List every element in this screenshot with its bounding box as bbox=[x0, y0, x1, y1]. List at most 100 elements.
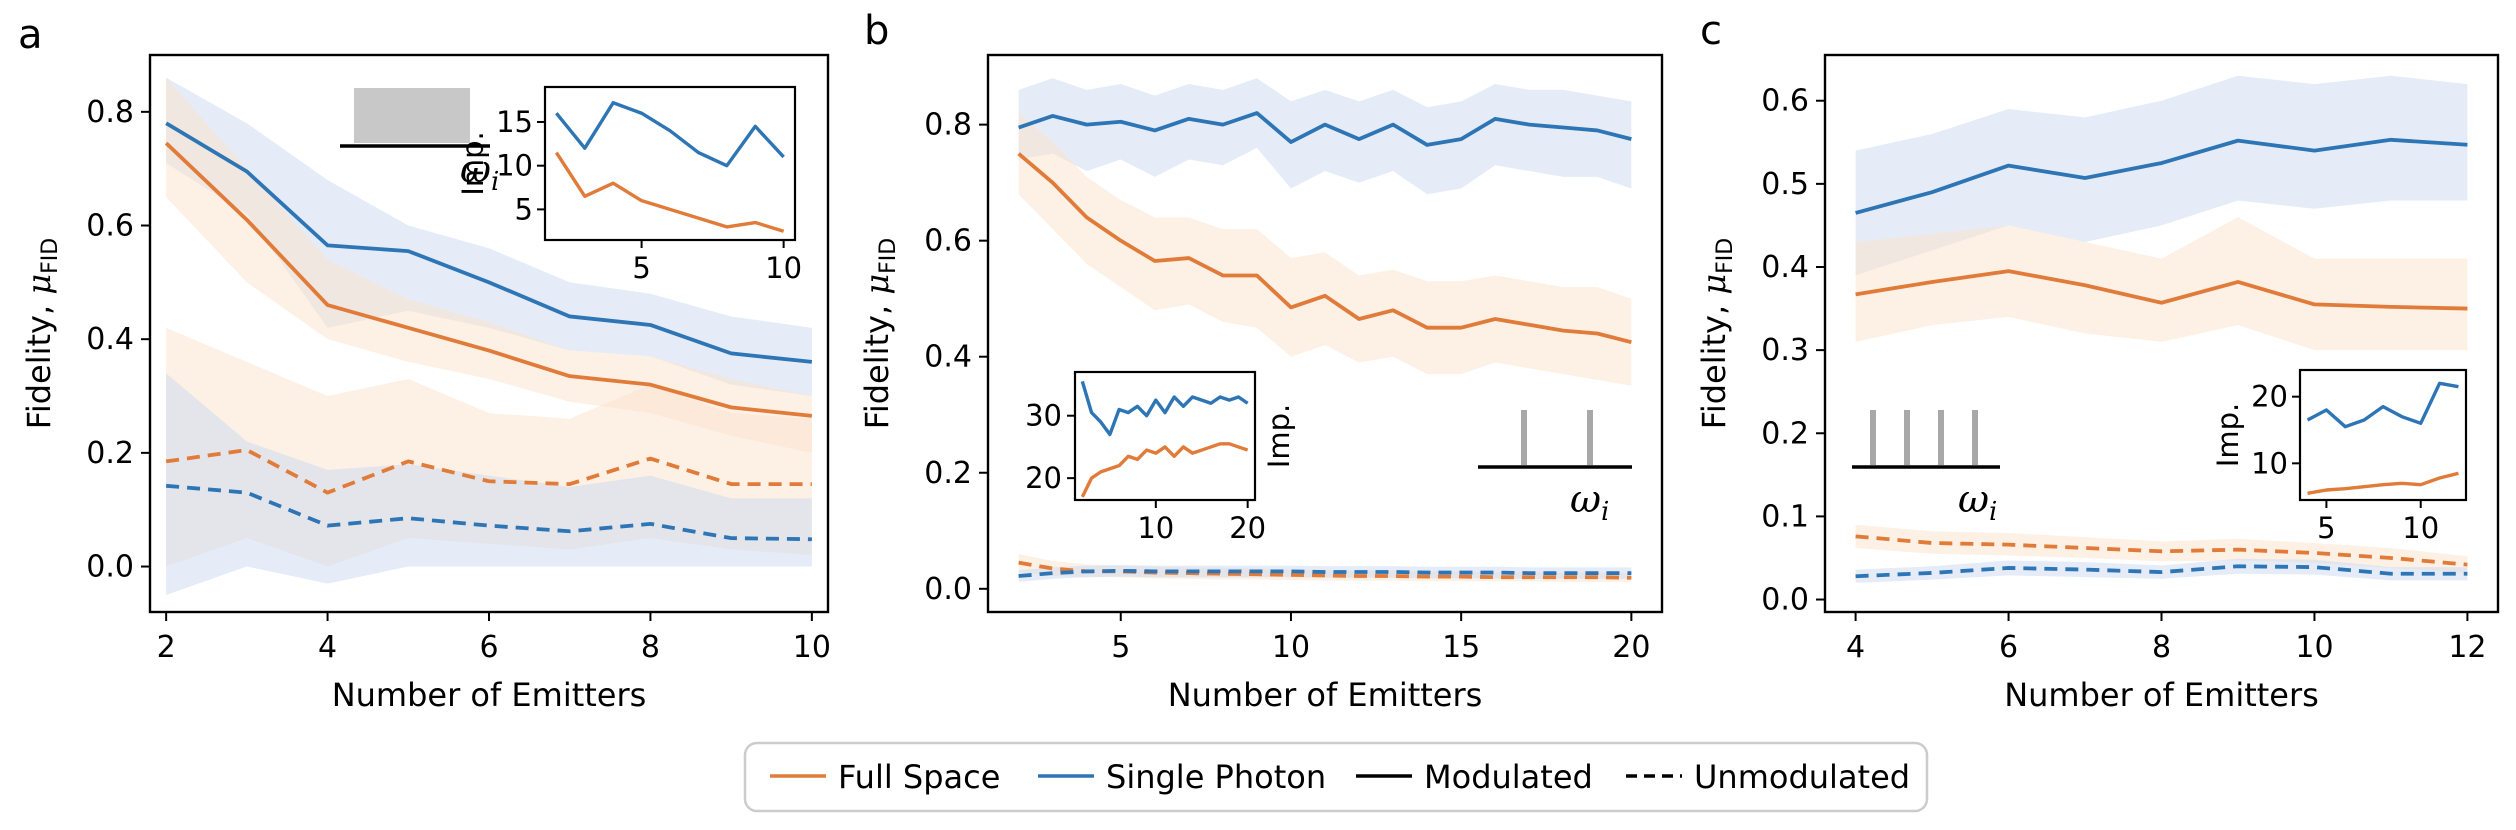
line-full-space-modulated-c bbox=[1855, 269, 2468, 311]
omega-symbol-c: ω bbox=[1958, 477, 1989, 521]
y-axis-label-sub-c: FID bbox=[1713, 238, 1738, 274]
y-tick-label-c-3: 0.3 bbox=[1761, 333, 1809, 368]
line-single-photon-modulated-c bbox=[1855, 137, 2468, 215]
line-full-space-modulated-b bbox=[1017, 152, 1632, 345]
line-single-photon-modulated-a bbox=[165, 121, 813, 364]
omega-symbol-a: ω bbox=[460, 147, 491, 191]
inset-line-single-photon-c bbox=[2306, 381, 2459, 429]
band-single-photon-modulated-c bbox=[1855, 75, 2468, 276]
inset-y-tick-label-c-20: 20 bbox=[2251, 380, 2288, 414]
y-axis-label-b: Fidelity, μFID bbox=[858, 238, 901, 429]
inset-bg-b bbox=[1075, 372, 1255, 500]
inset-bg-a bbox=[545, 87, 795, 240]
line-full-space-unmodulated-b bbox=[1018, 560, 1632, 580]
panel-letter-b: b bbox=[864, 8, 889, 54]
y-axis-label-mu-b: μ bbox=[858, 274, 896, 295]
legend: Full Space Single Photon Modulated Unmod… bbox=[743, 741, 1929, 813]
inset-x-tick-label-b-20: 20 bbox=[1229, 511, 1266, 545]
y-axis-label-text-b: Fidelity, bbox=[858, 295, 896, 430]
y-tick-label-c-6: 0.6 bbox=[1761, 84, 1809, 119]
inset-x-tick-label-c-5: 5 bbox=[2317, 511, 2335, 545]
spectrum-diagram-a: ωi bbox=[340, 88, 499, 197]
inset-y-tick-label-c-10: 10 bbox=[2251, 446, 2288, 480]
legend-label-full-space: Full Space bbox=[838, 758, 1000, 796]
inset-line-single-photon-a bbox=[555, 101, 785, 168]
x-tick-label-a-10: 10 bbox=[793, 630, 831, 665]
inset-x-tick-label-c-10: 10 bbox=[2402, 511, 2439, 545]
y-tick-label-b-4: 0.8 bbox=[924, 108, 972, 143]
y-axis-label-text-c: Fidelity, bbox=[1695, 295, 1733, 430]
inset-bg-c bbox=[2300, 370, 2466, 500]
legend-label-unmodulated: Unmodulated bbox=[1694, 758, 1910, 796]
inset-line-full-space-c bbox=[2307, 471, 2459, 496]
y-tick-label-a-4: 0.8 bbox=[86, 95, 134, 130]
inset-frame-a bbox=[543, 85, 797, 242]
y-axis-label-sub-a: FID bbox=[38, 238, 63, 274]
legend-label-single-photon: Single Photon bbox=[1106, 758, 1326, 796]
legend-frame bbox=[743, 741, 1929, 813]
panel-letter-c: c bbox=[1700, 8, 1722, 54]
y-tick-label-a-1: 0.2 bbox=[86, 436, 134, 471]
inset-line-single-photon-b bbox=[1080, 380, 1249, 437]
omega-sub-c: i bbox=[1989, 497, 1997, 527]
x-tick-label-a-8: 8 bbox=[641, 630, 660, 665]
spectrum-diagram-b: ωi bbox=[1478, 410, 1632, 527]
omega-sub-a: i bbox=[491, 167, 499, 197]
x-axis-label-b: Number of Emitters bbox=[1168, 676, 1483, 714]
inset-frame-b bbox=[1073, 370, 1257, 502]
y-tick-label-c-4: 0.4 bbox=[1761, 250, 1809, 285]
x-tick-label-b-15: 15 bbox=[1442, 630, 1480, 665]
y-tick-label-c-1: 0.1 bbox=[1761, 499, 1809, 534]
inset-line-full-space-b bbox=[1080, 442, 1249, 498]
y-axis-label-mu-c: μ bbox=[1695, 274, 1733, 295]
y-axis-label-text-a: Fidelity, bbox=[20, 295, 58, 430]
x-axis-label-a: Number of Emitters bbox=[332, 676, 647, 714]
omega-label-c: ωi bbox=[1958, 477, 1997, 527]
inset-y-label-a: Imp. bbox=[456, 131, 490, 195]
x-tick-label-c-12: 12 bbox=[2448, 630, 2486, 665]
omega-label-a: ωi bbox=[460, 147, 499, 197]
x-tick-label-a-2: 2 bbox=[157, 630, 176, 665]
inset-y-tick-label-b-30: 30 bbox=[1025, 399, 1062, 433]
omega-label-b: ωi bbox=[1570, 477, 1609, 527]
y-axis-label-c: Fidelity, μFID bbox=[1695, 238, 1738, 429]
x-axis-label-c: Number of Emitters bbox=[2004, 676, 2319, 714]
plot-area-b bbox=[1017, 78, 1632, 582]
y-tick-label-a-2: 0.4 bbox=[86, 322, 134, 357]
band-single-photon-modulated-b bbox=[1018, 78, 1632, 195]
band-full-space-modulated-c bbox=[1855, 217, 2468, 351]
inset-x-tick-label-b-10: 10 bbox=[1137, 511, 1174, 545]
inset-y-label-b: Imp. bbox=[1262, 404, 1296, 468]
inset-y-tick-label-a-15: 15 bbox=[496, 105, 533, 139]
x-tick-label-b-10: 10 bbox=[1272, 630, 1310, 665]
x-tick-label-a-4: 4 bbox=[318, 630, 337, 665]
line-single-photon-unmodulated-a bbox=[165, 483, 812, 542]
inset-y-tick-label-a-5: 5 bbox=[515, 192, 533, 226]
y-axis-label-sub-b: FID bbox=[876, 238, 901, 274]
line-single-photon-modulated-b bbox=[1018, 111, 1632, 147]
inset-y-tick-label-b-20: 20 bbox=[1025, 461, 1062, 495]
panel-a: 2 4 6 8 10 0.0 0.2 0.4 0.6 0.8 Number of Emitters F… bbox=[20, 53, 831, 714]
y-tick-label-c-5: 0.5 bbox=[1761, 167, 1809, 202]
legend-label-modulated: Modulated bbox=[1424, 758, 1593, 796]
omega-symbol-b: ω bbox=[1570, 477, 1601, 521]
line-single-photon-unmodulated-c bbox=[1855, 564, 2468, 579]
panel-b: 5 10 15 20 0.0 0.2 0.4 0.6 0.8 Number of Emitters… bbox=[858, 53, 1664, 714]
panel-c: 4 6 8 10 12 0.0 0.1 0.2 0.3 0.4 0.5 0.6 Number of Em… bbox=[1695, 53, 2500, 714]
y-tick-label-c-2: 0.2 bbox=[1761, 416, 1809, 451]
y-tick-label-b-1: 0.2 bbox=[924, 456, 972, 491]
inset-x-tick-label-a-10: 10 bbox=[765, 251, 802, 285]
y-tick-label-b-2: 0.4 bbox=[924, 340, 972, 375]
panel-letter-a: a bbox=[18, 12, 43, 58]
line-full-space-modulated-a bbox=[164, 141, 813, 418]
y-tick-label-b-3: 0.6 bbox=[924, 224, 972, 259]
plot-area-c bbox=[1855, 75, 2468, 583]
inset-y-tick-label-a-10: 10 bbox=[496, 149, 533, 183]
y-axis-label-mu-a: μ bbox=[20, 274, 58, 295]
line-full-space-unmodulated-a bbox=[165, 448, 812, 495]
omega-sub-b: i bbox=[1601, 497, 1609, 527]
inset-y-label-c: Imp. bbox=[2211, 403, 2245, 467]
